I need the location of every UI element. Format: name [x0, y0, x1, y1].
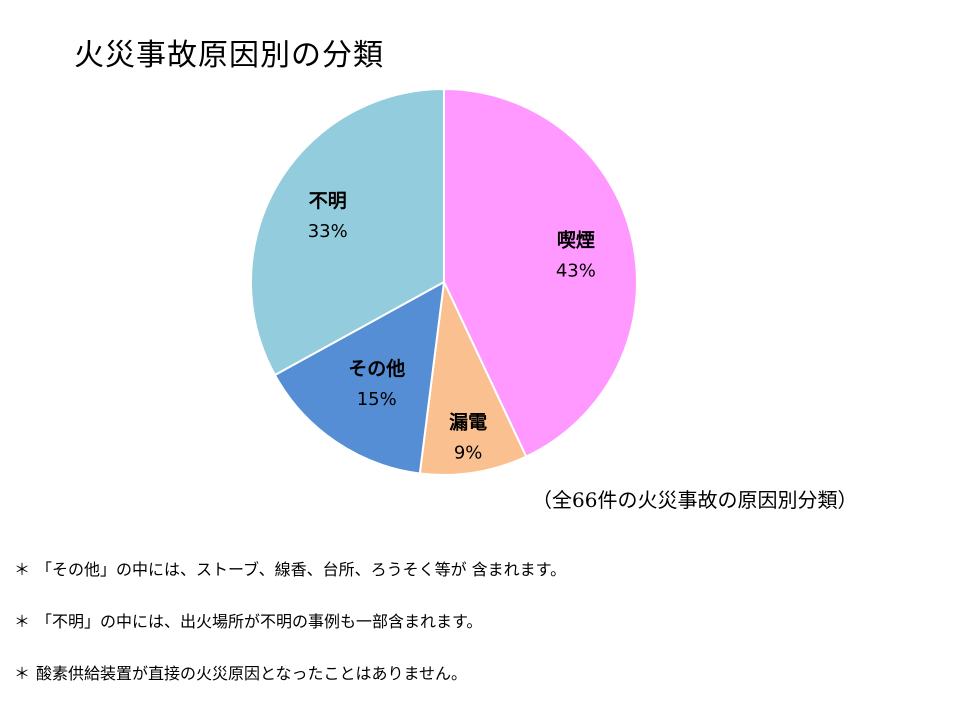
pie-slice-1: [443, 87, 638, 458]
note-mark: ＊: [14, 612, 31, 631]
slice-percent-label: 43%: [556, 261, 596, 282]
note-item: ＊ 「不明」の中には、出火場所が不明の事例も一部含まれます。: [14, 608, 566, 660]
slice-category-label: 不明: [309, 190, 347, 212]
note-item: ＊ 「その他」の中には、ストーブ、線香、台所、ろうそく等が 含まれます。: [14, 556, 566, 608]
note-text: 「その他」の中には、ストーブ、線香、台所、ろうそく等が 含まれます。: [36, 560, 567, 579]
note-mark: ＊: [14, 664, 31, 683]
slice-percent-label: 9%: [454, 442, 483, 463]
pie-slice-4: [250, 87, 445, 377]
slice-category-label: 喫煙: [557, 229, 595, 252]
note-text: 「不明」の中には、出火場所が不明の事例も一部含まれます。: [36, 612, 483, 631]
chart-caption: （全66件の火災事故の原因別分類）: [532, 488, 858, 512]
note-text: 酸素供給装置が直接の火災原因となったことはありません。: [36, 664, 468, 683]
note-item: ＊ 酸素供給装置が直接の火災原因となったことはありません。: [14, 660, 566, 712]
notes-list: ＊ 「その他」の中には、ストーブ、線香、台所、ろうそく等が 含まれます。 ＊ 「不明…: [14, 556, 566, 712]
slice-category-label: その他: [348, 357, 405, 380]
chart-title: 火災事故原因別の分類: [74, 38, 384, 73]
note-mark: ＊: [14, 560, 31, 579]
pie-slices: [250, 87, 638, 476]
pie-slice-2: [418, 278, 528, 476]
pie-slice-3: [273, 280, 446, 475]
slice-percent-label: 33%: [308, 221, 348, 242]
slice-percent-label: 15%: [357, 389, 397, 410]
pie-labels: 喫煙 43% 漏電 9% その他 15% 不明 33%: [308, 190, 596, 463]
slice-category-label: 漏電: [449, 411, 487, 433]
